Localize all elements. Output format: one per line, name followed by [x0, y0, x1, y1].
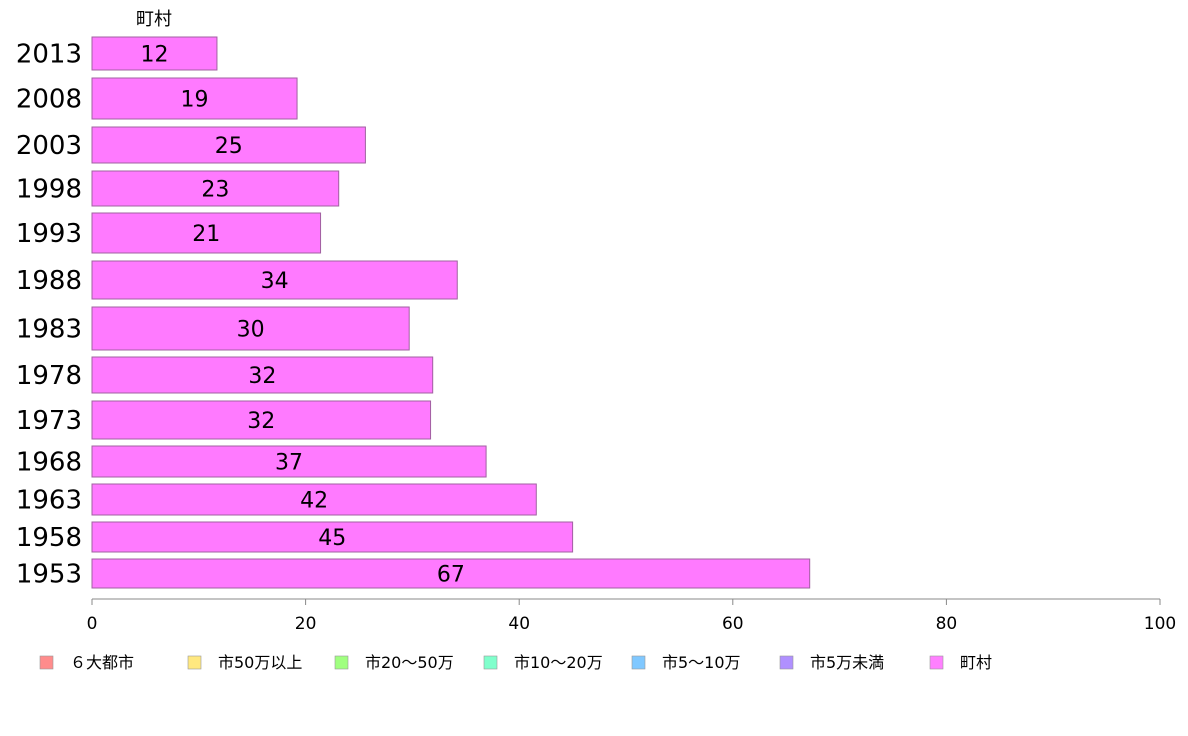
data-label: 67 — [437, 563, 465, 588]
category-label: 1973 — [16, 406, 82, 436]
data-label: 23 — [201, 178, 229, 203]
category-label: 1983 — [16, 315, 82, 345]
series-top-label: 町村 — [136, 9, 172, 30]
data-label: 21 — [192, 222, 220, 247]
legend-swatch — [187, 655, 202, 670]
data-label: 37 — [275, 451, 303, 476]
legend-label: 市5万未満 — [810, 653, 884, 672]
x-tick-label: 100 — [1144, 614, 1176, 634]
legend-swatch — [779, 655, 794, 670]
category-label: 1993 — [16, 219, 82, 249]
bar-1968 — [91, 445, 487, 478]
bar-1978 — [91, 356, 434, 394]
legend-label: 市10〜20万 — [514, 653, 603, 672]
bar-1973 — [91, 400, 432, 440]
legend-swatch — [631, 655, 646, 670]
x-tick-label: 80 — [936, 614, 958, 634]
data-label: 42 — [300, 489, 328, 514]
bar-1953 — [91, 558, 811, 589]
x-tick-label: 60 — [722, 614, 744, 634]
bar-2013 — [91, 36, 218, 71]
legend-swatch — [929, 655, 944, 670]
category-label: 2003 — [16, 131, 82, 161]
bar-1963 — [91, 483, 537, 516]
category-label: 1968 — [16, 448, 82, 478]
bar-1988 — [91, 260, 458, 300]
bars-group: 2013 12 2008 19 2003 25 1998 23 1993 21 1988 34 1983… — [16, 36, 811, 590]
bar-2003 — [91, 126, 366, 164]
legend-swatch — [483, 655, 498, 670]
legend-label: 町村 — [960, 653, 992, 672]
data-label: 30 — [237, 318, 265, 343]
legend-label: 市20〜50万 — [365, 653, 454, 672]
legend-label: 市5〜10万 — [662, 653, 741, 672]
legend-swatch — [39, 655, 54, 670]
data-label: 32 — [248, 364, 276, 389]
x-tick-label: 0 — [87, 614, 98, 634]
legend-swatch — [334, 655, 349, 670]
category-label: 1988 — [16, 266, 82, 296]
category-label: 1978 — [16, 361, 82, 391]
x-tick-label: 40 — [508, 614, 530, 634]
data-label: 45 — [318, 526, 346, 551]
x-axis: 0 20 40 60 80 100 — [87, 598, 1176, 634]
bar-1958 — [91, 521, 574, 553]
category-label: 2008 — [16, 85, 82, 115]
x-tick-label: 20 — [295, 614, 317, 634]
legend-label: 市50万以上 — [218, 653, 302, 672]
category-label: 1953 — [16, 560, 82, 590]
bar-1998 — [91, 170, 340, 207]
category-label: 1963 — [16, 486, 82, 516]
data-label: 34 — [261, 269, 289, 294]
data-label: 12 — [140, 43, 168, 68]
legend: ６大都市 市50万以上 市20〜50万 市10〜20万 市5〜10万 市5万未満 町村 — [39, 653, 992, 672]
category-label: 1958 — [16, 523, 82, 553]
data-label: 32 — [247, 409, 275, 434]
category-label: 1998 — [16, 175, 82, 205]
category-label: 2013 — [16, 40, 82, 70]
bar-2008 — [91, 77, 298, 120]
data-label: 25 — [215, 134, 243, 159]
bar-1983 — [91, 306, 410, 351]
bar-1993 — [91, 212, 322, 254]
legend-label: ６大都市 — [70, 653, 134, 672]
data-label: 19 — [181, 88, 209, 113]
